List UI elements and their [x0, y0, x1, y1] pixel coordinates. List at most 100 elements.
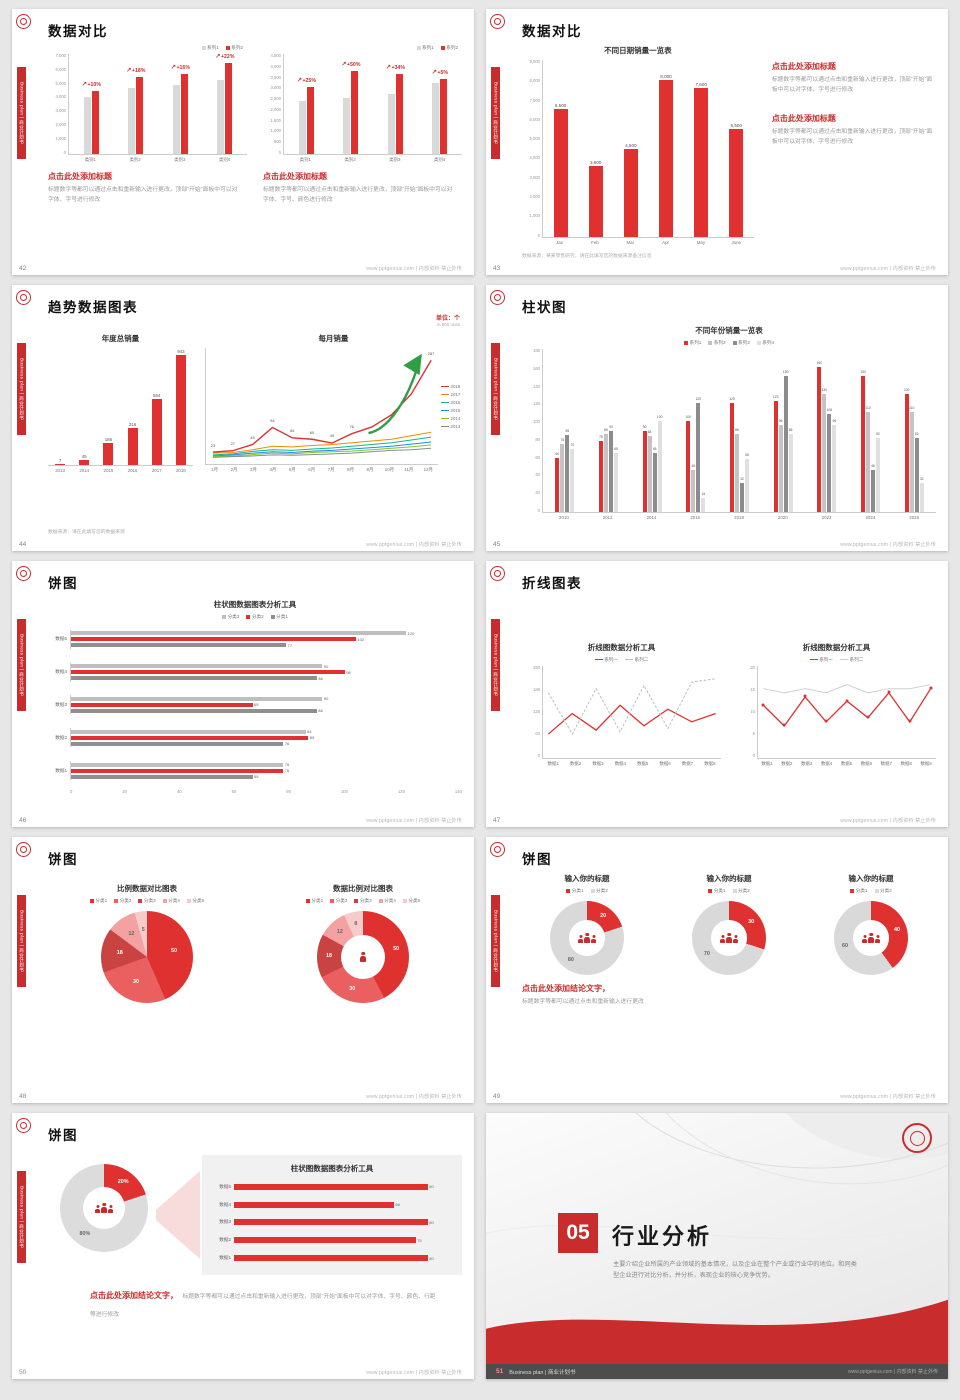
side-ribbon: Business plan | 商业计划书	[17, 619, 26, 711]
x-tick: 60	[231, 789, 237, 794]
donut-hole	[711, 920, 747, 956]
growth-label: ↗+5%	[431, 69, 448, 77]
bar-area: 80	[234, 1218, 452, 1226]
bar-group: 150 110 46 82	[849, 349, 893, 512]
slide-45: Business plan | 商业计划书 柱状图 不同年份销量一览表 系列1 系列…	[486, 285, 948, 551]
bar-area: 80	[234, 1183, 452, 1191]
y-tick: 60	[535, 454, 540, 460]
bar-value-label: 77	[287, 642, 292, 648]
horizontal-bar-chart: 柱状图数据图表分析工具 分类3 分类2 分类1 数据5 120 102 77 数据4 90 98 88…	[48, 599, 462, 794]
y-axis: 9,000 8,000 7,000 6,000 5,000 4,000 3,000 2,000…	[522, 59, 542, 238]
page-number: 48	[19, 1093, 27, 1100]
category-label: 数据2	[55, 734, 67, 740]
y-tick: 0	[278, 149, 281, 155]
slide-title: 折线图表	[522, 576, 582, 591]
text-block: 点击此处添加标题 标题数字等都可以通过点击和重新输入进行更改，顶部“开始”面板中…	[48, 171, 247, 205]
page-number: 49	[493, 1093, 501, 1100]
slide-content: 不同日期销量一览表 9,000 8,000 7,000 6,000 5,000 4,000 3…	[522, 45, 936, 259]
x-category-label: Feb	[591, 240, 599, 245]
people-icon	[862, 933, 880, 944]
x-category-label: Jan	[556, 240, 564, 245]
bar-value-label: 65	[652, 447, 657, 452]
slide-content: 单位：个 in 900 units 年度总销量 7 45 186 316 564 943 20…	[48, 316, 462, 535]
x-category-label: 类别1	[299, 157, 311, 162]
bar-value-label: 160	[816, 361, 823, 366]
x-category-label: 2月	[230, 467, 238, 472]
legend-item: 分类3	[138, 898, 156, 904]
bar: 6,500	[553, 103, 568, 237]
x-category-label: 数据2	[781, 760, 793, 766]
bar-value-label: 65	[254, 702, 259, 708]
left-column: 系列1 系列2 7,000 6,000 5,000 4,000 3,000 2,000 1,00…	[48, 45, 247, 259]
bar: 150	[783, 370, 788, 512]
bar	[136, 76, 144, 154]
bar	[180, 74, 188, 154]
bar: 32	[919, 477, 924, 512]
legend-swatch	[441, 393, 449, 396]
legend-label: 系列一	[819, 656, 833, 662]
slice-label: 50	[171, 948, 178, 955]
slide-footer: www.pptgenius.com | 内部资料 禁止外传	[366, 818, 462, 824]
block-heading: 点击此处添加标题	[48, 172, 112, 181]
bar-value-label: 108	[826, 408, 833, 413]
conclusion-block: 点击此处添加结论文字， 标题数字等都可以通过点击和重新输入进行更改	[522, 983, 936, 1007]
bar-value-label: 45	[81, 453, 87, 459]
slice-label: 20%	[117, 1178, 129, 1185]
side-ribbon: Business plan | 商业计划书	[491, 343, 500, 435]
x-category-label: 类别4	[219, 157, 231, 162]
bar-group: 5,500	[719, 60, 754, 237]
legend-item: 分类2	[590, 888, 608, 894]
bar-value-label: 8,000	[660, 73, 672, 79]
bar-value-label: 96	[778, 419, 783, 424]
chart-legend: 系列一 系列二	[522, 657, 721, 663]
bar: 130	[904, 388, 909, 512]
bar-value-label: 90	[642, 424, 647, 429]
chart-body: 20 15 10 5 0	[737, 665, 936, 759]
legend-item: 系列1	[416, 45, 434, 51]
growth-label: ↗+34%	[385, 63, 405, 71]
legend-item: 2016	[441, 400, 462, 405]
legend-swatch	[162, 899, 167, 903]
bar-group: ↗+22%	[203, 53, 248, 154]
legend-swatch	[225, 46, 230, 50]
x-tick: 40	[176, 789, 182, 794]
bar-group: ↗+18%	[114, 54, 159, 154]
bar: 100	[657, 415, 662, 512]
legend-item: 系列1	[201, 45, 219, 51]
bar: 16	[701, 492, 706, 512]
category-label: 数据3	[55, 701, 67, 707]
legend-item: 2014	[441, 416, 462, 421]
y-tick: 3,500	[270, 74, 281, 80]
conclusion-heading: 点击此处添加结论文字，	[90, 1291, 178, 1300]
x-category-label: 2016	[127, 468, 138, 473]
legend-label: 分类1	[276, 614, 288, 619]
block-body: 标题数字等都可以通过点击和重新输入进行更改，顶部“开始”面板中可以对字体、字号、…	[263, 187, 453, 204]
donut-chart: 20% 80%	[48, 1160, 160, 1270]
x-category-label: 数据1	[761, 760, 773, 766]
series-line	[213, 442, 431, 456]
page-number: 45	[493, 541, 501, 548]
bar	[91, 91, 99, 154]
side-ribbon: Business plan | 商业计划书	[17, 343, 26, 435]
x-category-label: 数据8	[704, 760, 716, 766]
y-tick: 3,000	[55, 108, 66, 114]
bar-value-label: 58	[745, 453, 749, 458]
chart-title: 不同日期销量一览表	[604, 46, 672, 55]
donut-chart: 30 70	[692, 901, 766, 975]
brand-vertical-text: Business plan | 商业计划书	[493, 357, 499, 421]
slide-footer: www.pptgenius.com | 内部资料 禁止外传	[366, 1370, 462, 1376]
legend-item: 系列二	[625, 657, 648, 663]
bar-value-label: 76	[284, 741, 290, 747]
slide-47: Business plan | 商业计划书 折线图表 折线图数据分析工具 系列一系…	[486, 561, 948, 827]
chart-title: 不同年份销量一览表	[695, 326, 763, 335]
legend-label: 分类2	[596, 888, 608, 893]
chart-body: 9,000 8,000 7,000 6,000 5,000 4,000 3,000 2,000…	[522, 59, 754, 238]
x-category-label: 2017	[151, 468, 162, 473]
y-tick: 120	[533, 401, 540, 407]
y-tick: 0	[63, 149, 66, 155]
y-tick: 0	[752, 753, 755, 759]
block-body: 标题数字等都可以通过点击和重新输入进行更改，顶部“开始”面板中可以对字体、字号进…	[771, 77, 933, 94]
legend-label: 2016	[450, 400, 461, 405]
legend-label: 系列二	[634, 656, 649, 662]
bar-group: 943	[169, 348, 193, 465]
